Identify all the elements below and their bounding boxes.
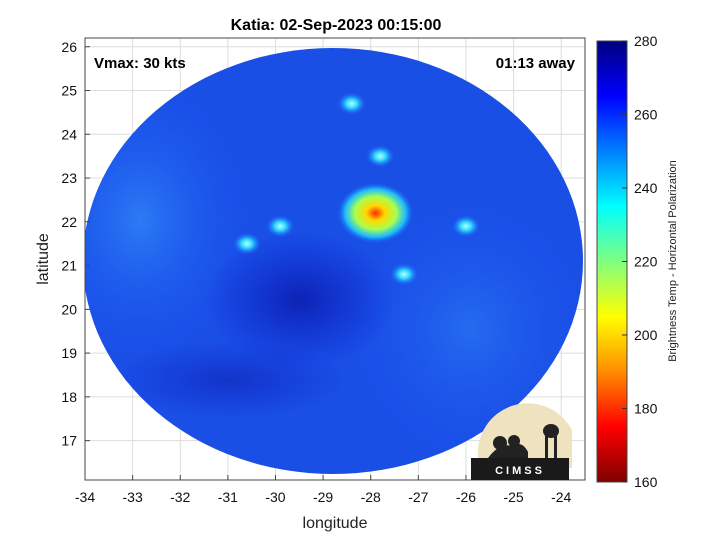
y-tick-label: 26 bbox=[61, 39, 77, 55]
time-away-annotation: 01:13 away bbox=[496, 55, 576, 72]
colorbar-tick-label: 280 bbox=[634, 33, 658, 49]
y-tick-label: 20 bbox=[61, 301, 77, 317]
dark-spiral-region bbox=[205, 230, 395, 370]
colorbar-tick-label: 220 bbox=[634, 254, 658, 270]
colorbar-tick-label: 160 bbox=[634, 474, 658, 490]
west-bright-region bbox=[85, 80, 250, 360]
feature-east-band bbox=[390, 263, 419, 286]
x-tick-label: -24 bbox=[551, 489, 571, 505]
colorbar-tick-label: 200 bbox=[634, 327, 658, 343]
colorbar-tick-label: 180 bbox=[634, 401, 658, 417]
vmax-annotation: Vmax: 30 kts bbox=[94, 55, 186, 72]
feature-ne-cell bbox=[451, 215, 480, 238]
x-axis-ticks: -34 -33 -32 -31 -30 -29 -28 -27 -26 -25 -24 bbox=[75, 475, 572, 505]
colorbar-tick-label: 260 bbox=[634, 107, 658, 123]
x-tick-label: -27 bbox=[408, 489, 428, 505]
x-tick-label: -29 bbox=[313, 489, 333, 505]
cimss-logo-text: CIMSS bbox=[495, 465, 545, 477]
y-tick-label: 22 bbox=[61, 214, 77, 230]
y-tick-label: 18 bbox=[61, 389, 77, 405]
colorbar-ticks: 160 180 200 220 240 260 280 bbox=[622, 33, 658, 490]
cimss-logo: CIMSS bbox=[471, 403, 572, 480]
x-tick-label: -32 bbox=[170, 489, 190, 505]
x-tick-label: -30 bbox=[265, 489, 285, 505]
y-axis-label: latitude bbox=[35, 233, 52, 285]
colorbar-tick-label: 240 bbox=[634, 180, 658, 196]
feature-north-band bbox=[366, 145, 395, 168]
y-tick-label: 19 bbox=[61, 345, 77, 361]
y-axis-ticks: 17 18 19 20 21 22 23 24 25 26 bbox=[61, 39, 90, 449]
feature-west-cell-a bbox=[266, 215, 295, 238]
colorbar-label: Brightness Temp - Horizontal Polarizatio… bbox=[667, 160, 679, 362]
x-tick-label: -34 bbox=[75, 489, 95, 505]
x-tick-label: -26 bbox=[456, 489, 476, 505]
x-axis-label: longitude bbox=[303, 515, 368, 532]
y-tick-label: 25 bbox=[61, 83, 77, 99]
x-tick-label: -31 bbox=[218, 489, 238, 505]
feature-cold-core bbox=[337, 183, 414, 244]
y-tick-label: 17 bbox=[61, 433, 77, 449]
x-tick-label: -28 bbox=[361, 489, 381, 505]
feature-west-cell-b bbox=[232, 232, 261, 255]
axes-frame bbox=[84, 37, 586, 481]
dark-south-arc bbox=[110, 340, 350, 420]
x-tick-label: -33 bbox=[123, 489, 143, 505]
chart-title: Katia: 02-Sep-2023 00:15:00 bbox=[231, 17, 442, 34]
x-tick-label: -25 bbox=[503, 489, 523, 505]
feature-north-cell bbox=[337, 92, 366, 115]
y-tick-label: 23 bbox=[61, 170, 77, 186]
y-tick-label: 21 bbox=[61, 258, 77, 274]
swath-layer bbox=[85, 48, 583, 474]
y-tick-label: 24 bbox=[61, 126, 77, 142]
